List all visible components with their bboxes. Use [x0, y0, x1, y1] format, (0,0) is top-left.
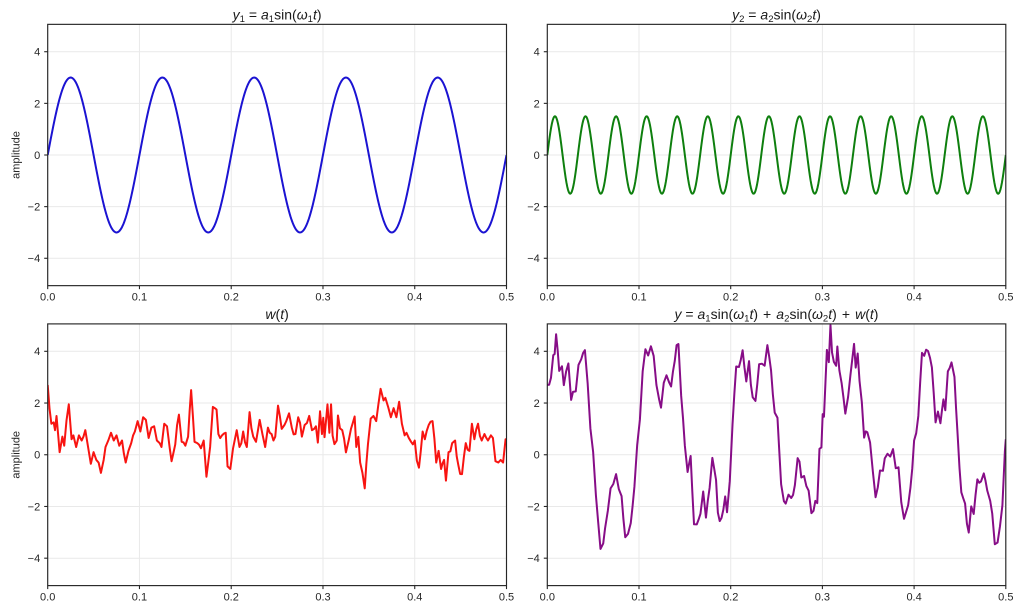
svg-text:0.5: 0.5 [499, 592, 514, 604]
svg-text:y2 = a2sin(ω2t): y2 = a2sin(ω2t) [731, 7, 821, 26]
svg-text:0.4: 0.4 [906, 592, 921, 604]
svg-text:−4: −4 [28, 253, 41, 265]
svg-text:4: 4 [534, 346, 540, 358]
svg-text:0.1: 0.1 [132, 592, 147, 604]
svg-text:0.1: 0.1 [631, 592, 646, 604]
svg-text:0.3: 0.3 [315, 592, 330, 604]
svg-text:0.2: 0.2 [224, 592, 239, 604]
svg-text:2: 2 [34, 98, 40, 110]
svg-text:y1 = a1sin(ω1t): y1 = a1sin(ω1t) [232, 7, 322, 26]
svg-text:0.2: 0.2 [723, 592, 738, 604]
svg-text:0.0: 0.0 [40, 592, 55, 604]
svg-text:0.1: 0.1 [132, 292, 147, 304]
svg-text:4: 4 [34, 47, 40, 59]
svg-text:amplitude: amplitude [11, 431, 23, 479]
svg-text:4: 4 [34, 346, 40, 358]
svg-text:−2: −2 [28, 202, 41, 214]
svg-text:2: 2 [534, 398, 540, 410]
svg-text:−2: −2 [527, 202, 540, 214]
svg-text:0.4: 0.4 [407, 292, 422, 304]
svg-text:−4: −4 [527, 553, 540, 565]
svg-text:0.3: 0.3 [815, 292, 830, 304]
svg-text:0.4: 0.4 [906, 292, 921, 304]
svg-text:0.5: 0.5 [499, 292, 514, 304]
svg-text:2: 2 [534, 98, 540, 110]
svg-text:y = a1sin(ω1t) + a2sin(ω2t): y = a1sin(ω1t) + a2sin(ω2t) + w(t) [674, 306, 879, 325]
svg-text:0: 0 [534, 450, 540, 462]
svg-text:0.1: 0.1 [631, 292, 646, 304]
svg-text:0.3: 0.3 [315, 292, 330, 304]
svg-text:−4: −4 [527, 253, 540, 265]
svg-text:0: 0 [34, 150, 40, 162]
svg-text:0.0: 0.0 [540, 592, 555, 604]
svg-text:0: 0 [34, 450, 40, 462]
svg-text:0.2: 0.2 [723, 292, 738, 304]
svg-text:−2: −2 [527, 501, 540, 513]
svg-text:0.0: 0.0 [40, 292, 55, 304]
svg-text:0.5: 0.5 [998, 292, 1013, 304]
svg-text:0.3: 0.3 [815, 592, 830, 604]
svg-text:0: 0 [534, 150, 540, 162]
svg-text:0.4: 0.4 [407, 592, 422, 604]
svg-text:4: 4 [534, 47, 540, 59]
svg-text:2: 2 [34, 398, 40, 410]
svg-text:0.5: 0.5 [998, 592, 1013, 604]
svg-text:amplitude: amplitude [11, 131, 23, 179]
svg-text:−2: −2 [28, 501, 41, 513]
svg-text:w(t): w(t) [265, 306, 288, 322]
svg-text:−4: −4 [28, 553, 41, 565]
svg-text:0.0: 0.0 [540, 292, 555, 304]
svg-text:0.2: 0.2 [224, 292, 239, 304]
